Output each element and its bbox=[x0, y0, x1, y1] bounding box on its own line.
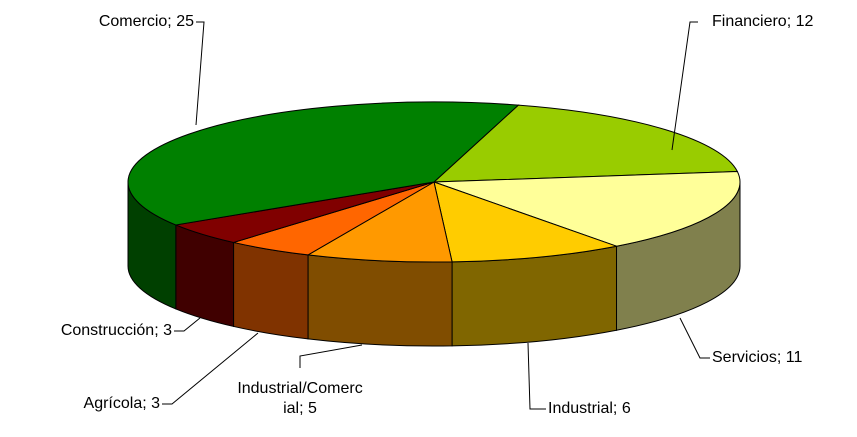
pie-slice bbox=[432, 104, 739, 183]
pie-slice bbox=[127, 101, 520, 226]
leader-line bbox=[162, 332, 259, 405]
leader-line bbox=[299, 344, 363, 368]
leader-line bbox=[679, 317, 710, 359]
data-label: Industrial/Comercial; 5 bbox=[237, 380, 363, 417]
data-label: Financiero; 12 bbox=[712, 13, 814, 30]
leader-line bbox=[671, 21, 698, 151]
leader-line bbox=[174, 317, 201, 332]
data-label: Servicios; 11 bbox=[712, 349, 803, 366]
leader-lines bbox=[162, 21, 710, 410]
pie-slice bbox=[306, 181, 453, 263]
leader-line bbox=[195, 21, 205, 126]
pie-slice bbox=[433, 181, 619, 263]
data-label: Industrial; 6 bbox=[548, 400, 631, 417]
data-label: Construcción; 3 bbox=[60, 322, 172, 339]
pie-side bbox=[233, 241, 309, 340]
data-label: Comercio; 25 bbox=[98, 13, 194, 30]
pie-slice bbox=[433, 170, 741, 247]
data-label: Agrícola; 3 bbox=[83, 395, 160, 412]
leader-line bbox=[527, 342, 546, 410]
pie-side bbox=[307, 254, 453, 347]
